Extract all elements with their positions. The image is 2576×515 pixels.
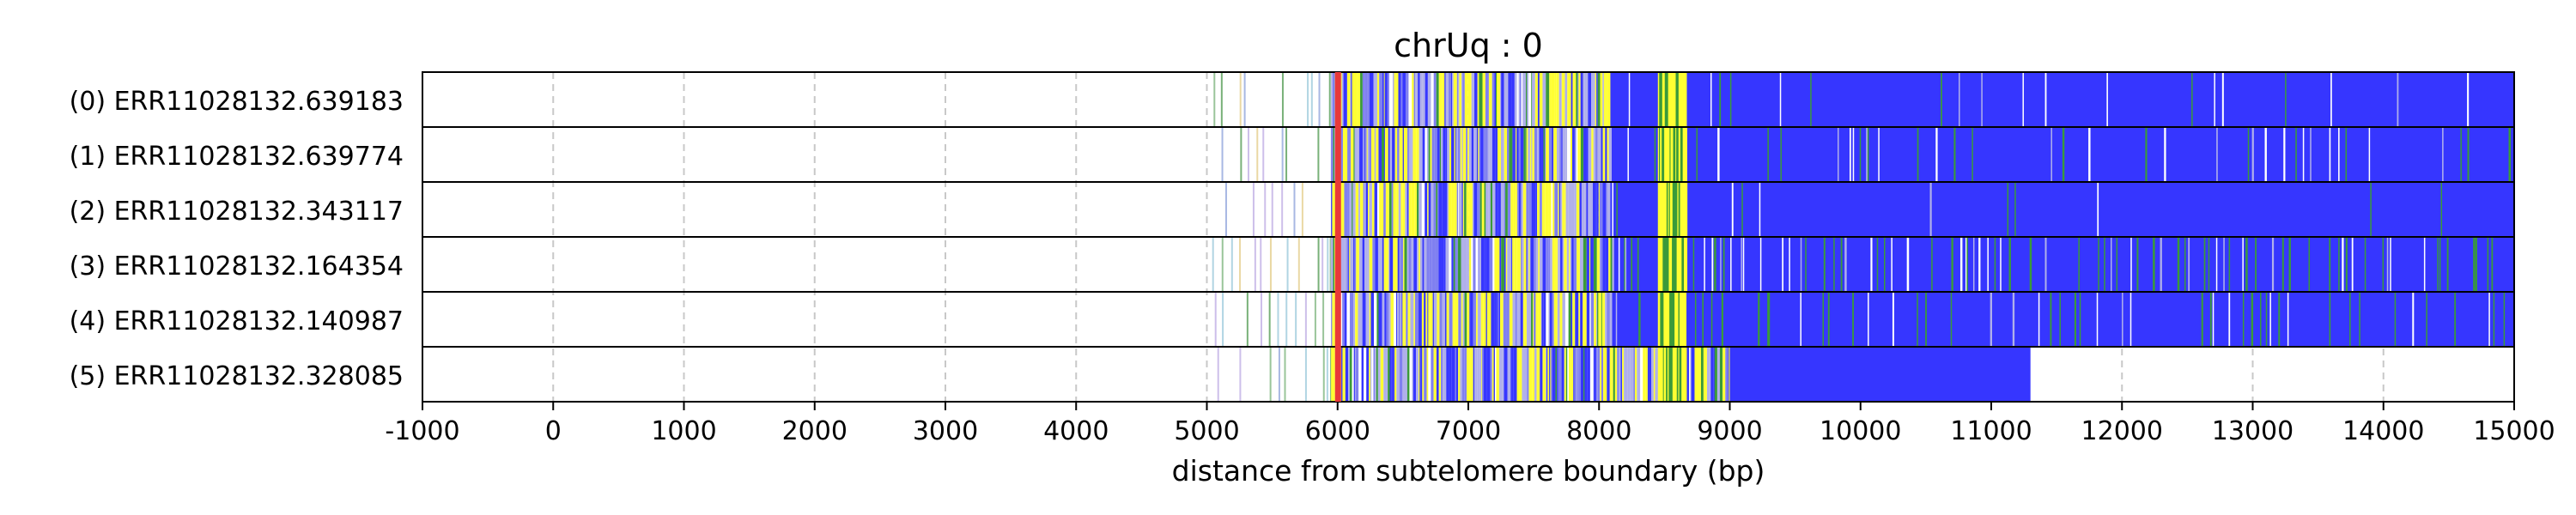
x-tick-label-4: 3000 <box>913 416 978 446</box>
x-tick-label-3: 2000 <box>782 416 848 446</box>
read-row-1 <box>422 126 2515 183</box>
read-row-4 <box>422 291 2515 348</box>
x-tick-label-14: 13000 <box>2212 416 2293 446</box>
read-rows <box>422 71 2515 403</box>
x-tick-label-11: 10000 <box>1820 416 1901 446</box>
x-tick-label-2: 1000 <box>651 416 716 446</box>
x-tick-label-5: 4000 <box>1043 416 1109 446</box>
read-row-5 <box>422 346 2515 403</box>
x-tick-label-8: 7000 <box>1436 416 1501 446</box>
read-label-4: (4) ERR11028132.140987 <box>70 306 404 336</box>
x-tick-label-16: 15000 <box>2473 416 2555 446</box>
x-axis-label: distance from subtelomere boundary (bp) <box>1172 454 1765 488</box>
x-tick-label-12: 11000 <box>1950 416 2032 446</box>
x-tick-label-10: 9000 <box>1697 416 1762 446</box>
x-tick-label-9: 8000 <box>1566 416 1631 446</box>
x-tick-label-0: -1000 <box>385 416 459 446</box>
chart-title: chrUq : 0 <box>1394 27 1543 64</box>
x-axis-ticks: -1000 0 1000 2000 3000 4000 5000 6000 7000 8000 90… <box>385 402 2555 446</box>
read-label-2: (2) ERR11028132.343117 <box>70 197 404 227</box>
read-label-1: (1) ERR11028132.639774 <box>70 142 404 172</box>
read-label-5: (5) ERR11028132.328085 <box>70 361 404 391</box>
x-tick-label-6: 5000 <box>1174 416 1239 446</box>
read-row-0 <box>422 71 2515 128</box>
x-tick-label-15: 14000 <box>2342 416 2424 446</box>
boundary-marker <box>1334 72 1341 402</box>
read-label-3: (3) ERR11028132.164354 <box>70 251 404 282</box>
y-axis-labels: (0) ERR11028132.639183 (1) ERR11028132.63… <box>70 87 404 391</box>
read-row-2 <box>422 181 2515 238</box>
x-tick-label-1: 0 <box>545 416 562 446</box>
x-tick-label-13: 12000 <box>2081 416 2163 446</box>
read-row-3 <box>422 236 2515 293</box>
read-label-0: (0) ERR11028132.639183 <box>70 87 404 117</box>
x-tick-label-7: 6000 <box>1305 416 1370 446</box>
